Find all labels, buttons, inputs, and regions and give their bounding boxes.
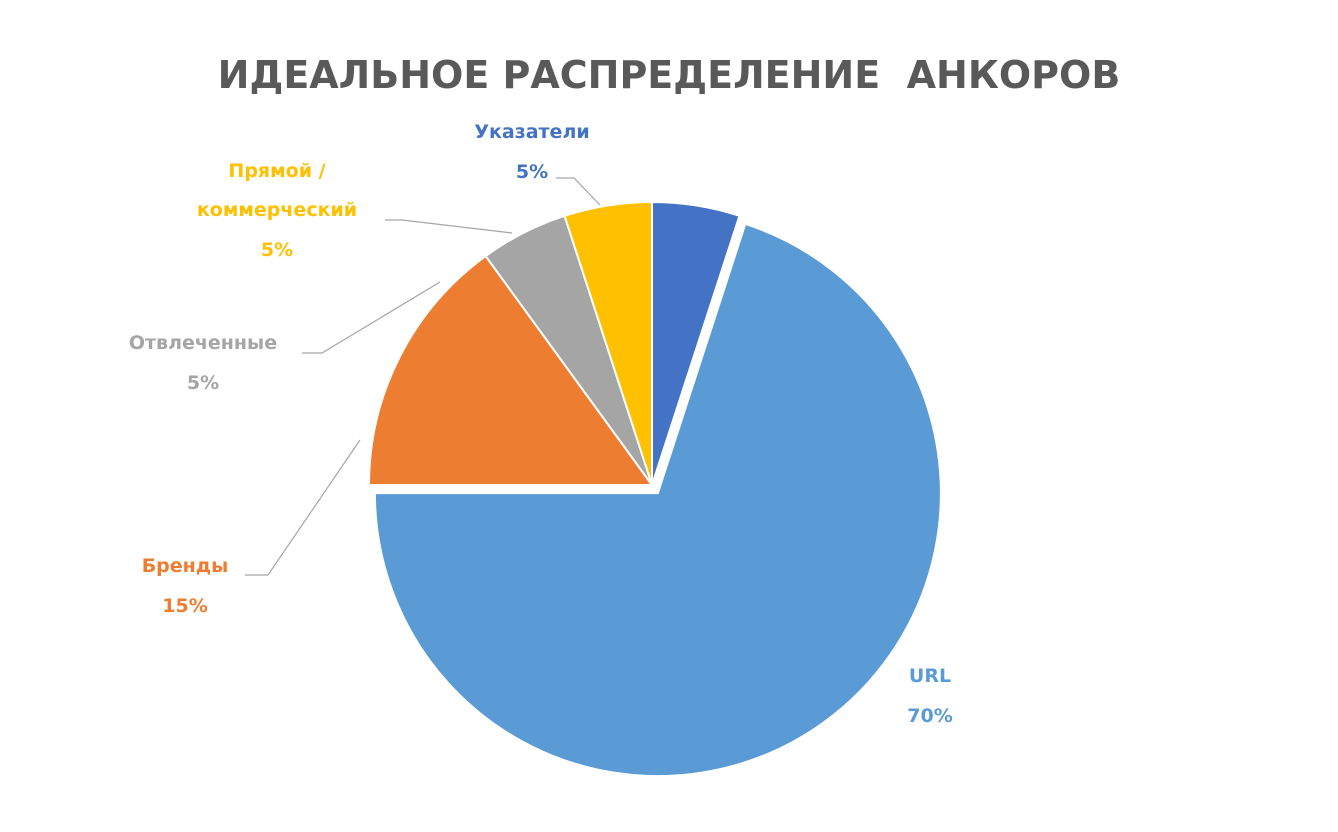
- leader-line-pointers: [556, 177, 601, 206]
- slices-layer: [367, 200, 942, 778]
- leader-line-direct-commercial: [385, 219, 513, 234]
- data-label-pointers: Указатели 5%: [474, 121, 589, 183]
- data-label-percent: 5%: [261, 239, 293, 261]
- data-label-percent: 70%: [907, 705, 952, 727]
- data-label-url: URL 70%: [907, 665, 952, 727]
- pie-slice-brands: [367, 254, 654, 486]
- data-label-percent: 15%: [162, 595, 207, 617]
- data-label-percent: 5%: [187, 372, 219, 394]
- data-label-name: Прямой /: [228, 160, 325, 182]
- chart-title: ИДЕАЛЬНОЕ РАСПРЕДЕЛЕНИЕ АНКОРОВ: [218, 53, 1121, 97]
- data-label-name: URL: [909, 665, 951, 687]
- pie-slice-direct-commercial: [563, 200, 653, 486]
- data-label-name: Указатели: [474, 121, 589, 143]
- data-label-direct-commercial: Прямой / коммерческий 5%: [197, 160, 357, 261]
- data-label-brands: Бренды 15%: [142, 555, 229, 617]
- data-label-name: Отвлеченные: [129, 332, 277, 354]
- data-label-name: Бренды: [142, 555, 229, 577]
- leader-line-brands: [245, 439, 361, 576]
- pie-slice-url: [373, 222, 942, 778]
- leader-line-abstract: [302, 281, 441, 354]
- data-labels-layer: Указатели 5%URL 70%Бренды 15%Отвлеченные 5%П…: [129, 121, 953, 727]
- leader-lines-layer: [245, 177, 601, 576]
- data-label-name: коммерческий: [197, 199, 357, 221]
- data-label-percent: 5%: [516, 161, 548, 183]
- data-label-abstract: Отвлеченные 5%: [129, 332, 277, 394]
